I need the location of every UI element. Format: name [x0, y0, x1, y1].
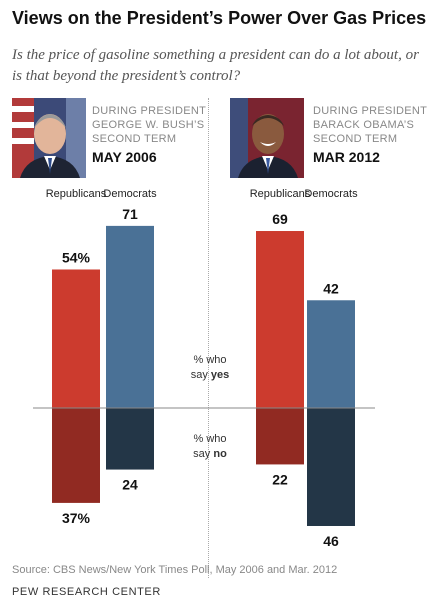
label-rep-no-1: 22	[272, 471, 288, 487]
no-note-prefix: say	[193, 448, 213, 460]
yes-note-prefix: say	[191, 369, 211, 381]
label-rep-no-0: 37%	[62, 510, 91, 526]
label-dem-yes-1: 42	[323, 280, 339, 296]
bar-may-2006-dem-yes	[106, 226, 154, 408]
legend-dem-1: Democrats	[304, 188, 358, 200]
bar-may-2006-rep-no	[52, 408, 100, 503]
no-note-bold: no	[213, 448, 226, 460]
pew-brand: PEW RESEARCH CENTER	[12, 586, 161, 598]
legend-dem-0: Democrats	[103, 188, 157, 200]
bar-mar-2012-dem-yes	[307, 300, 355, 408]
bar-mar-2012-rep-no	[256, 408, 304, 464]
yes-note-bold: yes	[211, 369, 229, 381]
bar-mar-2012-rep-yes	[256, 231, 304, 408]
bar-may-2006-rep-yes	[52, 269, 100, 408]
legend-rep-1: Republicans	[250, 188, 311, 200]
bar-may-2006-dem-no	[106, 408, 154, 470]
label-rep-yes-1: 69	[272, 211, 288, 227]
yes-note: % who say yes	[170, 353, 250, 383]
no-note: % who say no	[170, 432, 250, 462]
label-dem-no-1: 46	[323, 533, 339, 549]
yes-note-line1: % who	[170, 353, 250, 368]
legend-rep-0: Republicans	[46, 188, 107, 200]
source-note: Source: CBS News/New York Times Poll, Ma…	[12, 564, 337, 576]
bar-mar-2012-dem-no	[307, 408, 355, 526]
label-dem-no-0: 24	[122, 477, 138, 493]
no-note-line1: % who	[170, 432, 250, 447]
label-dem-yes-0: 71	[122, 206, 138, 222]
label-rep-yes-0: 54%	[62, 249, 91, 265]
